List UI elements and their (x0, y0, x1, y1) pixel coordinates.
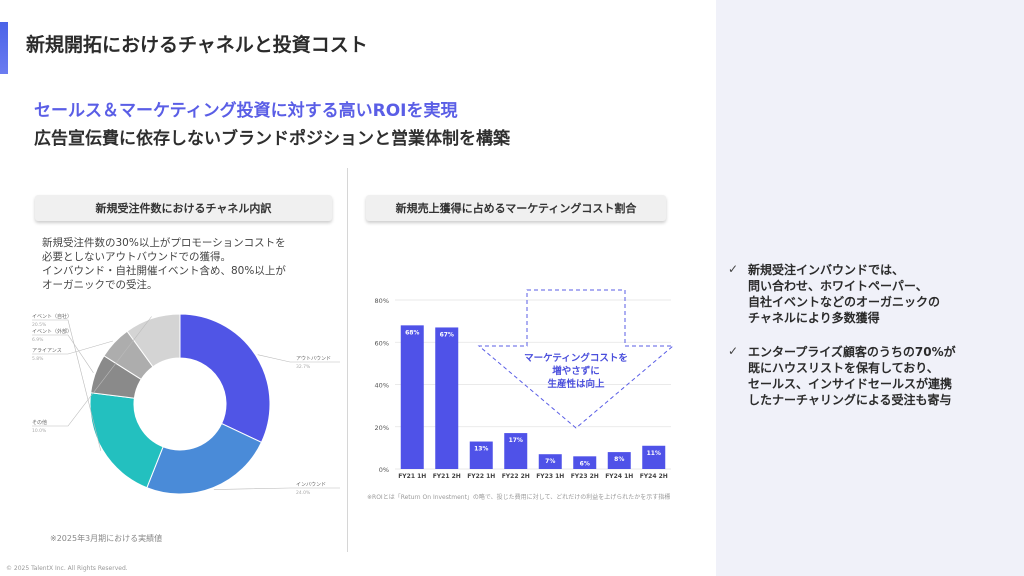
subheading-brand: 広告宣伝費に依存しないブランドポジションと営業体制を構築 (34, 129, 510, 149)
check-icon: ✓ (728, 344, 739, 358)
x-tick-label: FY21 1H (398, 473, 426, 480)
section-divider (347, 168, 348, 552)
bar (642, 445, 666, 469)
bullet-line: 既にハウスリストを保有しており、 (748, 361, 939, 375)
check-icon: ✓ (728, 262, 739, 276)
slice-value-label: 24.0% (296, 490, 311, 496)
bar (435, 327, 459, 469)
bullet-item: ✓ 新規受注インバウンドでは、 問い合わせ、ホワイトペーパー、 自社イベントなど… (728, 262, 1018, 326)
x-tick-label: FY23 2H (571, 473, 599, 480)
y-tick-label: 60% (375, 339, 389, 347)
title-accent-bar (0, 22, 8, 74)
roi-definition-note: ※ROIとは「Return On Investment」の略で、投じた費用に対し… (367, 494, 671, 501)
y-tick-label: 0% (379, 466, 389, 474)
donut-slice (146, 422, 263, 495)
bullet-line: エンタープライズ顧客のうちの70%が (748, 345, 956, 359)
slice-leader-line (32, 319, 102, 451)
x-tick-label: FY22 2H (502, 473, 530, 480)
y-tick-label: 20% (375, 424, 389, 432)
slice-label: その他 (32, 419, 47, 426)
donut-slice (89, 392, 164, 489)
page-title: 新規開拓におけるチャネルと投資コスト (26, 34, 368, 56)
bullet-text: エンタープライズ顧客のうちの70%が 既にハウスリストを保有しており、 セールス… (748, 344, 956, 408)
arrow-text-line: マーケティングコストを (524, 352, 628, 364)
fiscal-note: ※2025年3月期における実績値 (50, 534, 163, 543)
bar-value-label: 68% (405, 329, 419, 336)
y-tick-label: 40% (375, 382, 389, 390)
bullet-line: 問い合わせ、ホワイトペーパー、 (748, 279, 928, 293)
bar-value-label: 7% (545, 458, 555, 465)
bullet-line: 新規受注インバウンドでは、 (748, 263, 905, 277)
bullet-line: したナーチャリングによる受注も寄与 (748, 393, 952, 407)
bar-value-label: 11% (647, 450, 661, 457)
arrow-down-icon (477, 289, 675, 429)
slice-label: イベント（自社） (32, 313, 72, 320)
bar-value-label: 6% (580, 460, 590, 467)
bar (538, 454, 562, 469)
subheading-roi: セールス＆マーケティング投資に対する高いROIを実現 (34, 101, 458, 121)
x-tick-label: FY24 2H (640, 473, 668, 480)
bullet-line: 自社イベントなどのオーガニックの (748, 295, 941, 309)
x-tick-label: FY21 2H (433, 473, 461, 480)
bar-value-label: 67% (440, 331, 454, 338)
slice-value-label: 10.0% (32, 428, 47, 434)
marketing-cost-header: 新規売上獲得に占めるマーケティングコスト割合 (366, 195, 666, 221)
slice-leader-line (32, 340, 114, 355)
bar (573, 456, 597, 469)
bullet-item: ✓ エンタープライズ顧客のうちの70%が 既にハウスリストを保有しており、 セー… (728, 344, 1018, 408)
bullet-line: チャネルにより多数獲得 (748, 311, 880, 325)
slice-value-label: 32.7% (296, 364, 311, 370)
slice-value-label: 20.5% (32, 322, 47, 328)
bullet-text: 新規受注インバウンドでは、 問い合わせ、ホワイトペーパー、 自社イベントなどのオ… (748, 262, 940, 326)
bar (400, 325, 424, 469)
x-tick-label: FY23 1H (536, 473, 564, 480)
bar-value-label: 8% (614, 456, 624, 463)
slice-label: イベント（外部） (32, 328, 72, 335)
slice-label: アウトバウンド (296, 355, 331, 362)
channel-description: 新規受注件数の30%以上がプロモーションコストを 必要としないアウトバウンドでの… (42, 236, 332, 292)
slice-leader-line (32, 334, 94, 374)
slice-label: インバウンド (296, 481, 326, 488)
marketing-cost-bar-chart: マーケティングコストを 増やさずに 生産性は向上 0% 20% 40% 60% 80% 6… (375, 289, 675, 480)
slice-leader-line (257, 354, 340, 363)
description-line: 必要としないアウトバウンドでの獲得。 (42, 251, 231, 263)
bar (504, 433, 528, 469)
description-line: オーガニックでの受注。 (42, 279, 158, 291)
y-tick-label: 80% (375, 297, 389, 305)
x-tick-label: FY24 1H (605, 473, 633, 480)
slice-label: アライアンス (32, 348, 62, 354)
bar (607, 452, 631, 469)
arrow-text-line: 生産性は向上 (547, 378, 605, 390)
channel-donut-chart: アウトバウンド 32.7% インバウンド 24.0% イベント（自社） 20.5%イベント… (32, 313, 340, 496)
slice-leader-line (213, 487, 340, 490)
channel-breakdown-header: 新規受注件数におけるチャネル内訳 (35, 195, 332, 221)
right-panel (716, 0, 1024, 576)
bar-value-label: 13% (474, 446, 488, 453)
slice-leader-line (32, 316, 152, 427)
donut-slice (179, 313, 271, 443)
copyright: © 2025 TalentX Inc. All Rights Reserved. (6, 565, 128, 572)
slice-value-label: 5.8% (32, 356, 44, 362)
slice-value-label: 6.9% (32, 337, 44, 343)
description-line: 新規受注件数の30%以上がプロモーションコストを (42, 237, 286, 249)
bar-value-label: 17% (509, 437, 523, 444)
x-tick-label: FY22 1H (467, 473, 495, 480)
description-line: インバウンド・自社開催イベント含め、80%以上が (42, 265, 286, 277)
bullet-line: セールス、インサイドセールスが連携 (748, 377, 953, 391)
highlight-bullets: ✓ 新規受注インバウンドでは、 問い合わせ、ホワイトペーパー、 自社イベントなど… (728, 262, 1018, 426)
donut-slice (126, 313, 181, 368)
bar (469, 441, 493, 469)
arrow-text-line: 増やさずに (552, 365, 600, 377)
